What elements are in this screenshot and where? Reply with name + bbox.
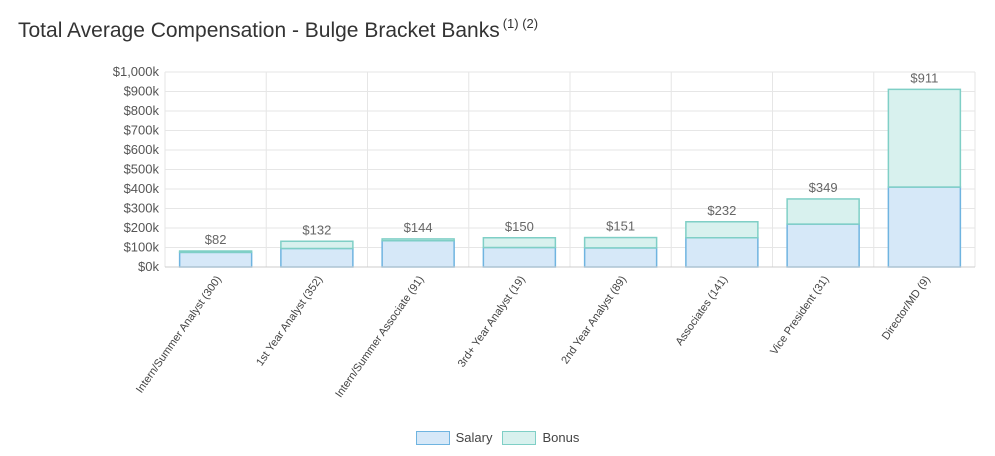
- data-label: $232: [707, 203, 736, 218]
- legend: Salary Bonus: [0, 430, 995, 445]
- x-tick-label: 3rd+ Year Analyst (19): [456, 274, 528, 370]
- bar-salary: [280, 247, 354, 268]
- bar-salary: [786, 223, 860, 268]
- data-label: $82: [205, 232, 227, 247]
- bar-bonus: [178, 250, 253, 254]
- bar-bonus: [887, 88, 962, 188]
- bar-bonus: [685, 221, 759, 239]
- chart-title-text: Total Average Compensation - Bulge Brack…: [18, 19, 500, 42]
- bar-salary: [887, 186, 962, 268]
- x-tick-label: Vice President (31): [768, 274, 831, 357]
- y-tick-label: $500k: [124, 162, 160, 177]
- y-tick-label: $0k: [138, 259, 159, 274]
- y-tick-label: $700k: [124, 123, 160, 138]
- x-tick-label: Associates (141): [674, 274, 731, 348]
- data-label: $144: [404, 220, 433, 235]
- bar-bonus: [280, 240, 354, 250]
- data-label: $911: [910, 70, 938, 85]
- bar-salary: [685, 237, 759, 268]
- title-footnote: (1) (2): [502, 16, 539, 31]
- y-tick-label: $300k: [124, 201, 160, 216]
- legend-label-salary: Salary: [455, 430, 493, 445]
- bar-salary: [583, 247, 658, 268]
- x-tick-label: Director/MD (9): [880, 274, 933, 342]
- y-tick-label: $1,000k: [113, 64, 160, 79]
- y-tick-label: $400k: [124, 181, 160, 196]
- data-label: $132: [302, 222, 331, 237]
- bar-salary: [482, 246, 557, 268]
- y-tick-label: $900k: [124, 84, 160, 99]
- legend-item-bonus[interactable]: Bonus: [502, 430, 579, 445]
- chart-title: Total Average Compensation - Bulge Brack…: [18, 16, 538, 43]
- bar-bonus: [381, 238, 455, 242]
- y-tick-label: $200k: [124, 220, 160, 235]
- legend-item-salary[interactable]: Salary: [415, 430, 493, 445]
- x-tick-label: Intern/Summer Associate (91): [333, 274, 426, 400]
- bar-bonus: [482, 237, 557, 249]
- y-tick-label: $800k: [124, 103, 160, 118]
- x-tick-label: Intern/Summer Analyst (300): [134, 274, 224, 396]
- legend-label-bonus: Bonus: [542, 430, 580, 445]
- legend-swatch-bonus: [502, 430, 537, 445]
- bar-salary: [178, 251, 253, 268]
- y-tick-label: $600k: [124, 142, 160, 157]
- bar-chart: $0k $100k $200k $300k $400k $500k $600k $700k $8…: [113, 64, 976, 400]
- legend-swatch-salary: [415, 430, 450, 445]
- x-tick-label: 2nd Year Analyst (89): [559, 274, 629, 367]
- bar-bonus: [583, 236, 658, 249]
- bar-salary: [381, 239, 455, 268]
- data-label: $151: [606, 219, 635, 234]
- bar-bonus: [786, 198, 860, 225]
- x-tick-label: 1st Year Analyst (352): [254, 274, 325, 369]
- y-tick-label: $100k: [124, 240, 160, 255]
- data-label: $349: [809, 180, 838, 195]
- data-label: $150: [505, 219, 534, 234]
